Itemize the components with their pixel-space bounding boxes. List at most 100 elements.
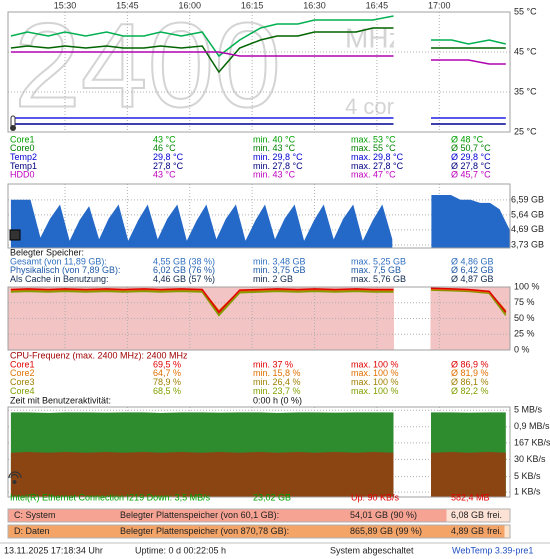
footer-version: WebTemp 3.39-pre1	[452, 545, 533, 555]
info-cell: max. 100 %	[351, 359, 399, 369]
y-tick-label: 3,73 GB	[511, 239, 544, 249]
footer-datetime: 13.11.2025 17:18:34 Uhr	[4, 545, 103, 555]
plot-frame	[7, 11, 511, 133]
info-cell: Core1	[10, 359, 35, 369]
footer-uptime: Uptime: 0 d 00:22:05 h	[135, 545, 226, 555]
disk-label: Belegter Plattenspeicher (von 60,1 GB):	[120, 510, 279, 520]
disk-bar-used	[8, 525, 505, 538]
info-cell: min. 26,4 %	[253, 377, 301, 387]
activity-value: 0:00 h (0 %)	[253, 395, 302, 405]
info-cell: Ø 27,8 °C	[451, 161, 491, 171]
y-tick-label: 35 °C	[514, 86, 537, 96]
network-up: Up: 90 KB/s	[351, 492, 400, 502]
disk-used: 865,89 GB (99 %)	[350, 526, 422, 536]
info-cell: Temp2	[10, 152, 37, 162]
info-cell: 4,55 GB (38 %)	[153, 256, 215, 266]
line	[431, 39, 506, 45]
y-tick-label: 6,59 GB	[511, 194, 544, 204]
y-tick-label: 5 KB/s	[514, 471, 541, 481]
line	[10, 27, 394, 74]
network-down: Intel(R) Ethernet Connection I219 Down: …	[10, 492, 211, 502]
y-tick-label: 167 KB/s	[514, 437, 550, 447]
disk-free-word: frei.	[487, 510, 502, 520]
info-cell: 78,9 %	[153, 377, 181, 387]
memory-icon	[9, 229, 21, 241]
time-label: 16:45	[366, 0, 389, 10]
disk-free-word: frei.	[487, 526, 502, 536]
footer-status: System abgeschaltet	[330, 545, 414, 555]
info-cell: max. 53 °C	[351, 134, 396, 144]
info-cell: Ø 48 °C	[451, 134, 484, 144]
y-tick-label: 55 °C	[514, 6, 537, 16]
info-cell: Ø 4,86 GB	[451, 256, 494, 266]
data-gap	[394, 287, 431, 350]
info-cell: 69,5 %	[153, 359, 181, 369]
info-cell: Ø 86,1 %	[451, 377, 489, 387]
thermometer-bulb	[10, 125, 16, 131]
info-cell: Core2	[10, 368, 35, 378]
icons	[8, 115, 22, 484]
time-label: 15:45	[116, 0, 139, 10]
info-cell: 6,02 GB (76 %)	[153, 265, 215, 275]
time-label: 16:00	[178, 0, 201, 10]
data-gap	[412, 184, 431, 248]
info-cell: Ø 50,7 °C	[451, 143, 491, 153]
memory-heading: Belegter Speicher:	[10, 247, 84, 257]
line	[430, 287, 507, 313]
info-cell: min. 43 °C	[253, 170, 296, 180]
info-cell: max. 55 °C	[351, 143, 396, 153]
disk-name: D: Daten	[14, 526, 50, 536]
info-cell: min. 3,75 GB	[253, 265, 306, 275]
plot-frame	[7, 183, 511, 249]
info-cell: HDD0	[10, 170, 35, 180]
area	[431, 452, 506, 497]
data-gap	[394, 12, 431, 132]
disk-free: 6,08 GB	[451, 510, 484, 520]
info-cell: 29,8 °C	[153, 152, 184, 162]
y-tick-label: 4,69 GB	[511, 224, 544, 234]
info-cell: max. 47 °C	[351, 170, 396, 180]
data-gap	[394, 407, 431, 497]
info-cell: Physikalisch (von 7,89 GB):	[10, 265, 121, 275]
info-cell: min. 37 %	[253, 359, 293, 369]
info-cell: 64,7 %	[153, 368, 181, 378]
disk-name: C: System	[14, 510, 56, 520]
info-cell: 4,46 GB (57 %)	[153, 274, 215, 284]
info-cell: 68,5 %	[153, 386, 181, 396]
y-tick-label: 25 °C	[514, 126, 537, 136]
info-cell: min. 40 °C	[253, 134, 296, 144]
plot-frame	[7, 286, 511, 351]
info-cell: 46 °C	[153, 143, 176, 153]
info-cell: Core3	[10, 377, 35, 387]
line	[10, 15, 394, 58]
area	[10, 199, 393, 248]
disk-bar-used	[8, 509, 447, 522]
info-cell: max. 5,76 GB	[351, 274, 406, 284]
y-tick-label: 50 %	[514, 313, 535, 323]
area	[431, 195, 510, 248]
watermark-unit: MHz	[345, 22, 403, 53]
y-tick-label: 0 %	[514, 344, 530, 354]
info-cell: min. 2 GB	[253, 274, 293, 284]
y-tick-label: 30 KB/s	[514, 454, 546, 464]
area	[10, 452, 394, 497]
info-cell: min. 27,8 °C	[253, 161, 303, 171]
disk-used: 54,01 GB (90 %)	[350, 510, 417, 520]
info-cell: Core0	[10, 143, 35, 153]
time-label: 16:30	[303, 0, 326, 10]
info-cell: min. 15,8 %	[253, 368, 301, 378]
y-tick-label: 0,9 MB/s	[514, 421, 550, 431]
info-cell: Temp1	[10, 161, 37, 171]
line	[10, 51, 394, 57]
info-cell: min. 43 °C	[253, 143, 296, 153]
cpu-heading: CPU-Frequenz (max. 2400 MHz): 2400 MHz	[10, 350, 188, 360]
info-cell: max. 100 %	[351, 386, 399, 396]
info-cell: max. 27,8 °C	[351, 161, 404, 171]
info-cell: min. 3,48 GB	[253, 256, 306, 266]
time-label: 16:15	[241, 0, 264, 10]
info-cell: max. 5,25 GB	[351, 256, 406, 266]
info-cell: Ø 45,7 °C	[451, 170, 491, 180]
info-cell: min. 23,7 %	[253, 386, 301, 396]
info-cell: 27,8 °C	[153, 161, 184, 171]
